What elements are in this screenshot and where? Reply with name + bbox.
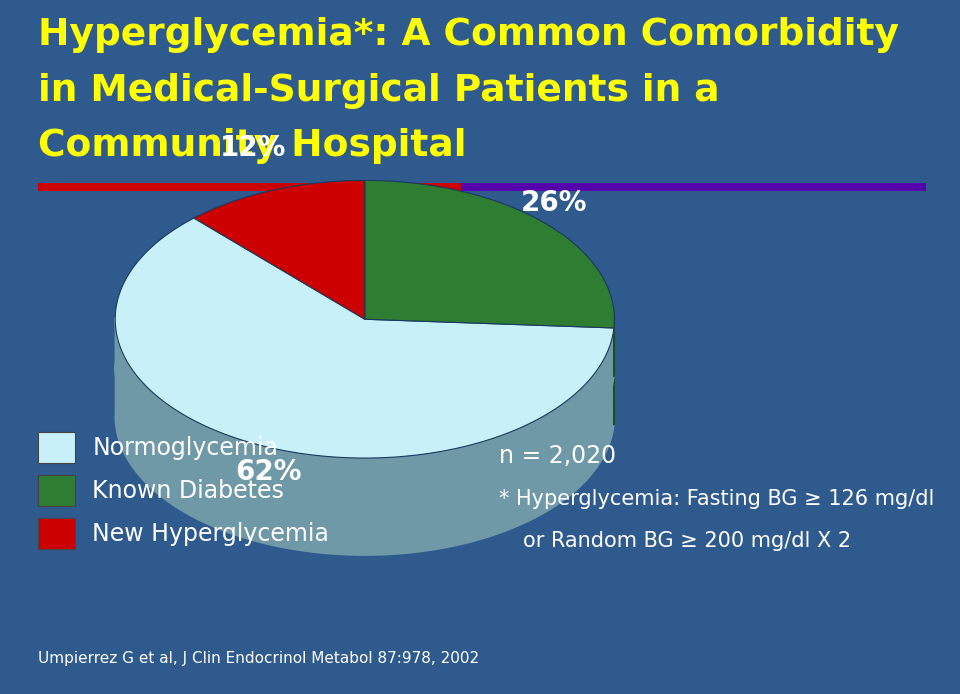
Bar (38, 183, 461, 191)
Text: 12%: 12% (220, 134, 286, 162)
Bar (38, 432, 75, 464)
Ellipse shape (115, 229, 614, 507)
Polygon shape (365, 180, 614, 328)
Bar (38, 518, 75, 550)
Polygon shape (194, 180, 365, 319)
Polygon shape (115, 364, 613, 555)
Bar (38, 475, 75, 507)
Text: * Hyperglycemia: Fasting BG ≥ 126 mg/dl: * Hyperglycemia: Fasting BG ≥ 126 mg/dl (499, 489, 935, 509)
Text: in Medical-Surgical Patients in a: in Medical-Surgical Patients in a (38, 73, 720, 109)
Text: Umpierrez G et al, J Clin Endocrinol Metabol 87:978, 2002: Umpierrez G et al, J Clin Endocrinol Met… (38, 651, 480, 666)
Polygon shape (115, 218, 613, 458)
Text: or Random BG ≥ 200 mg/dl X 2: or Random BG ≥ 200 mg/dl X 2 (523, 531, 852, 551)
Text: 26%: 26% (520, 189, 587, 217)
Text: Hyperglycemia*: A Common Comorbidity: Hyperglycemia*: A Common Comorbidity (38, 17, 900, 53)
Text: 62%: 62% (235, 459, 301, 486)
Text: Known Diabetes: Known Diabetes (92, 479, 284, 502)
Polygon shape (115, 317, 613, 507)
Text: New Hyperglycemia: New Hyperglycemia (92, 522, 329, 545)
Text: Normoglycemia: Normoglycemia (92, 436, 278, 459)
Bar (461, 183, 926, 191)
Text: n = 2,020: n = 2,020 (499, 444, 616, 468)
Text: Community Hospital: Community Hospital (38, 128, 467, 164)
